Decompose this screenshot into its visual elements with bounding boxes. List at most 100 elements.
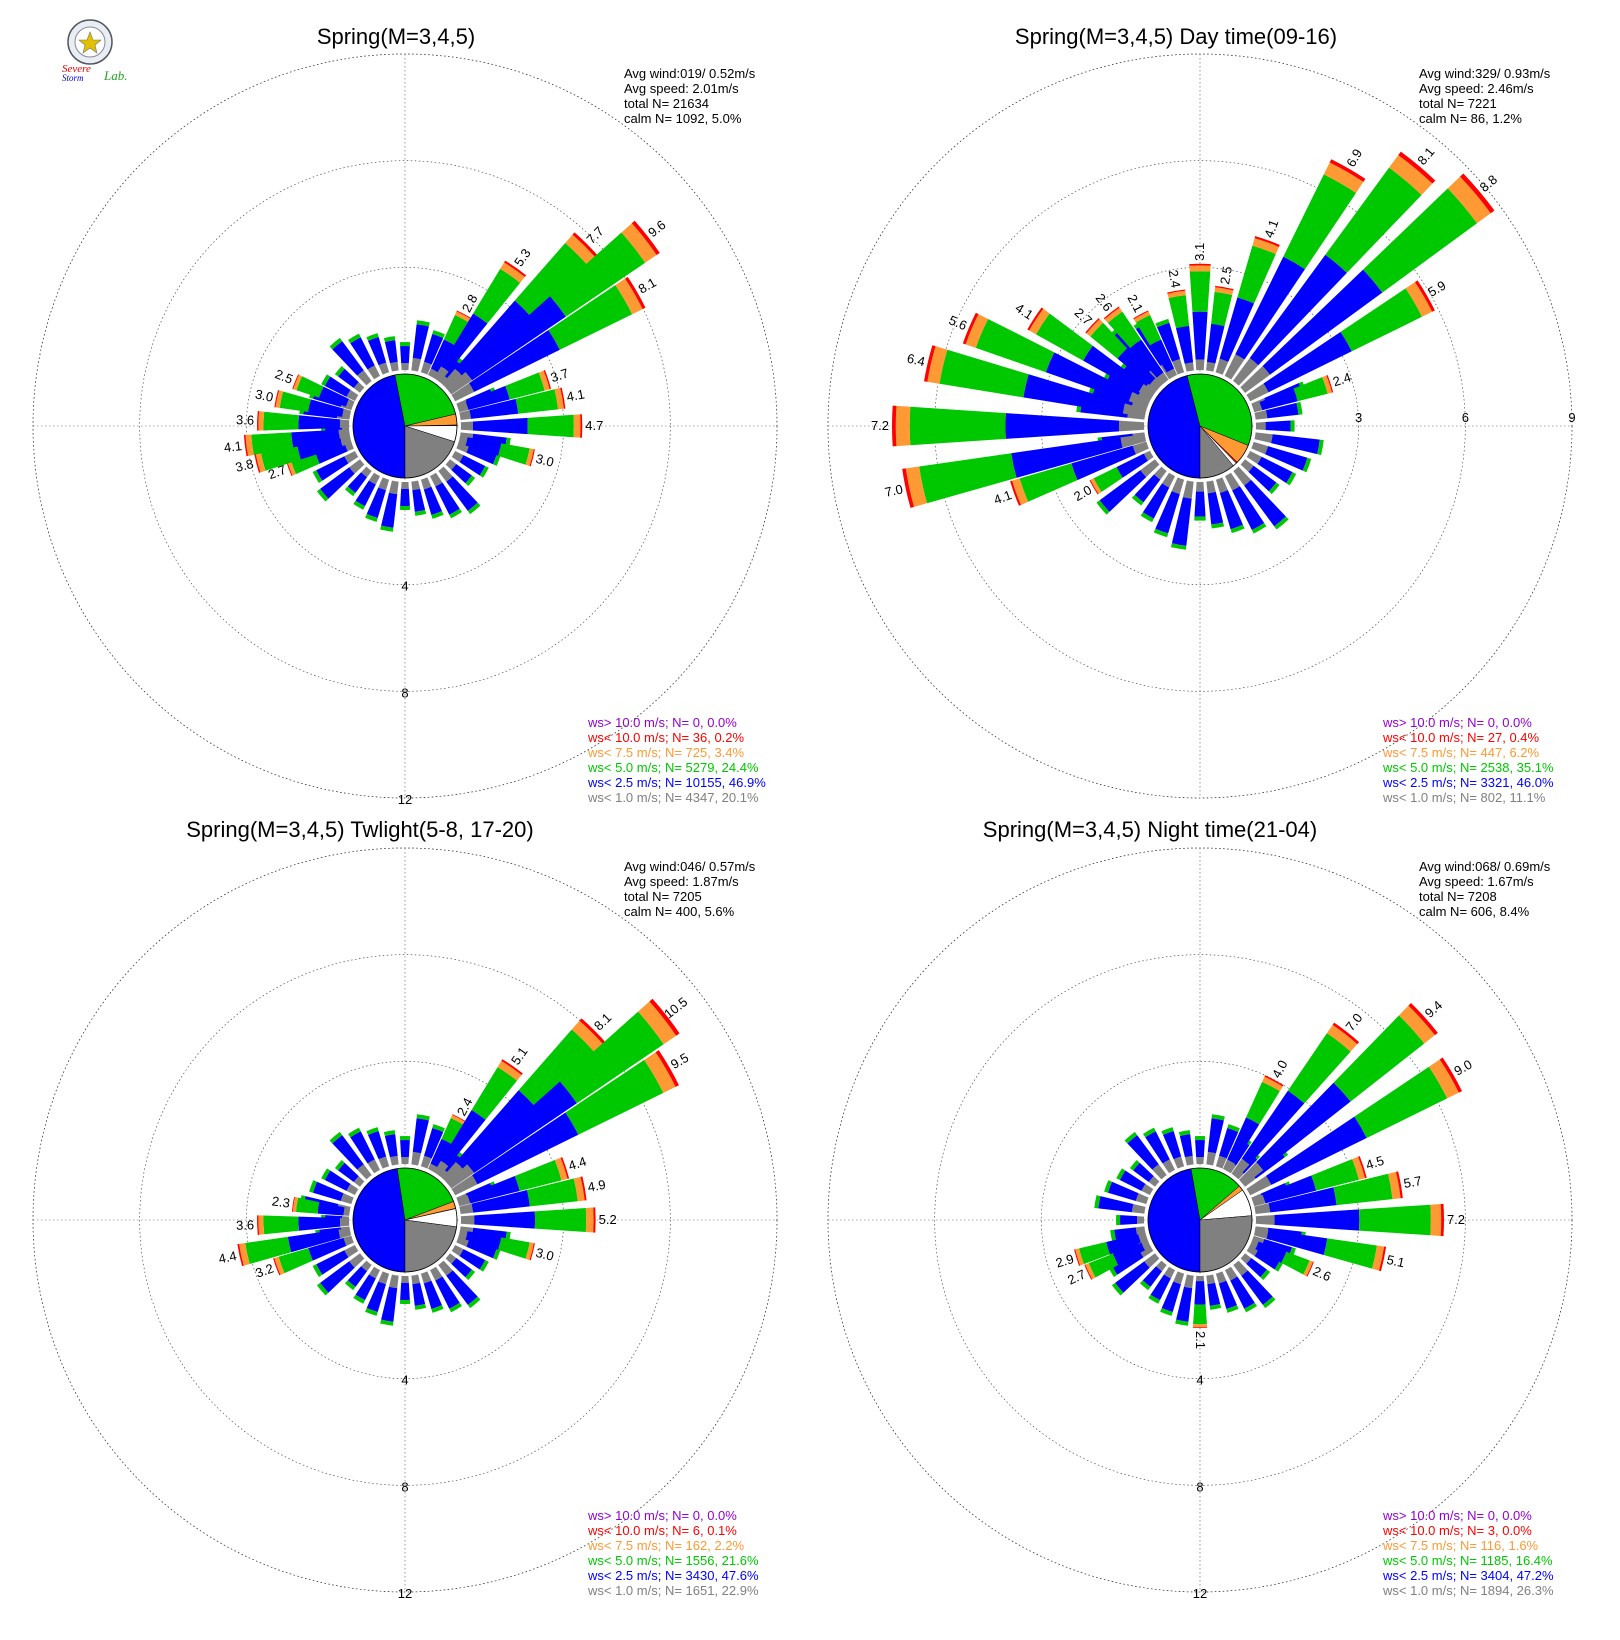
- spoke-segment-lt25: [446, 476, 478, 511]
- spoke-segment-lt1: [378, 477, 390, 491]
- bar-segment-lt75: [1352, 1156, 1366, 1180]
- spoke-segment-lt1: [451, 1244, 464, 1257]
- spoke-segment-lt5: [416, 320, 430, 327]
- spoke-segment-lt5: [467, 502, 481, 515]
- bar-segment-lt5: [1079, 1241, 1110, 1265]
- bar-segment-lt10: [452, 1114, 467, 1123]
- spoke-segment-lt1: [1240, 459, 1254, 472]
- bar-segment-lt10: [1189, 263, 1211, 266]
- bar-segment-lt1: [339, 1217, 350, 1227]
- bar-segment-lt10: [579, 1018, 607, 1046]
- spoke-segment-lt25: [1176, 1286, 1193, 1322]
- bar-segment-lt5: [441, 1118, 464, 1145]
- bar-label: 3.2: [253, 1260, 275, 1280]
- spoke-segment-lt25: [435, 1276, 460, 1309]
- bar-label: 5.1: [1385, 1252, 1406, 1270]
- spoke-segment-lt5: [312, 1264, 323, 1277]
- bar-segment-lt5: [518, 1029, 596, 1107]
- bar-label: 3.0: [534, 451, 555, 470]
- spoke-segment-lt25: [412, 1118, 429, 1154]
- bar-label: 9.6: [645, 217, 668, 240]
- spoke-segment-lt5: [366, 333, 379, 341]
- bar-label: 5.7: [1402, 1173, 1422, 1191]
- panel-title: Spring(M=3,4,5) Twlight(5-8, 17-20): [186, 817, 533, 842]
- bar-segment-lt10: [560, 387, 566, 409]
- spoke-segment-lt1: [368, 1266, 381, 1279]
- spoke-segment-lt5: [1140, 512, 1154, 523]
- spoke-segment-lt5: [1262, 1296, 1276, 1309]
- bar-label: 2.7: [1065, 1266, 1088, 1287]
- spoke-segment-lt5: [1302, 457, 1312, 473]
- spoke-segment-lt1: [420, 1271, 432, 1284]
- spoke-segment-lt1: [1137, 1216, 1145, 1224]
- spoke-segment-lt5: [431, 1305, 444, 1313]
- spoke-segment-lt1: [1135, 1193, 1149, 1205]
- bar-segment-lt75: [1252, 238, 1279, 255]
- spoke-segment-lt5: [1178, 1130, 1191, 1136]
- spoke-segment-lt1: [1233, 466, 1252, 486]
- bar-segment-lt5: [1333, 1173, 1393, 1206]
- spoke-segment-lt1: [378, 362, 390, 375]
- range-ring: [1041, 267, 1359, 585]
- spoke-segment-lt5: [399, 341, 411, 347]
- bar-segment-lt10: [1167, 289, 1186, 294]
- bar-segment-lt1: [1195, 1275, 1205, 1282]
- spoke-segment-lt5: [316, 1282, 329, 1296]
- bar-segment-lt10: [1358, 1156, 1367, 1179]
- legend-entry-lt10: ws< 10.0 m/s; N= 36, 0.2%: [587, 730, 745, 745]
- bar-segment-lt75: [1405, 282, 1433, 317]
- spoke-segment-lt5: [1226, 1305, 1239, 1313]
- spoke-segment-lt1: [401, 362, 409, 371]
- spoke-segment-lt1: [361, 1260, 372, 1272]
- spoke-segment-lt1: [1144, 1253, 1160, 1268]
- spoke-segment-lt1: [401, 481, 409, 490]
- spoke-segment-lt5: [1268, 482, 1280, 495]
- spoke-segment-lt1: [367, 365, 381, 380]
- bar-segment-lt25: [1011, 437, 1123, 478]
- bar-segment-lt5: [1325, 167, 1422, 273]
- bar-segment-lt1: [1128, 391, 1151, 408]
- spoke-segment-lt5: [1227, 1124, 1240, 1132]
- bar-segment-lt10: [529, 1243, 535, 1261]
- bar-segment-lt1: [1251, 402, 1263, 413]
- bar-label: 3.0: [254, 386, 275, 404]
- spoke-segment-lt5: [1129, 1159, 1140, 1171]
- ring-label: 12: [398, 792, 412, 807]
- spoke-segment-lt25: [338, 368, 359, 389]
- bar-segment-lt1: [460, 1215, 475, 1225]
- spoke-segment-lt1: [1173, 1271, 1185, 1285]
- bar-segment-lt1: [1143, 450, 1154, 461]
- spoke-segment-lt1: [1182, 480, 1194, 499]
- spoke-segment-lt25: [424, 333, 444, 365]
- bar-segment-lt25: [297, 437, 343, 460]
- spoke-segment-lt25: [312, 1181, 344, 1201]
- bar-segment-lt10: [1329, 159, 1366, 182]
- bar-segment-lt10: [902, 468, 915, 508]
- bar-segment-lt1: [459, 410, 472, 420]
- bar-segment-lt10: [254, 452, 261, 473]
- spoke-segment-lt25: [423, 486, 443, 515]
- spoke-segment-lt25: [1157, 322, 1181, 362]
- bar-segment-lt1: [1249, 1239, 1259, 1250]
- spoke-segment-lt5: [1296, 401, 1303, 415]
- legend-entry-lt75: ws< 7.5 m/s; N= 447, 6.2%: [1382, 745, 1540, 760]
- spoke-segment-lt5: [344, 486, 356, 497]
- spoke-segment-lt5: [365, 1308, 378, 1316]
- spoke-segment-lt1: [353, 382, 365, 393]
- bar-segment-lt10: [572, 232, 599, 259]
- bar-segment-lt5: [1363, 188, 1478, 293]
- spoke-segment-lt1: [438, 466, 453, 482]
- bar-label: 3.0: [534, 1245, 555, 1264]
- bar-segment-lt75: [454, 311, 472, 323]
- spoke-segment-lt1: [1215, 1155, 1227, 1169]
- spoke-segment-lt1: [438, 374, 449, 386]
- bar-segment-lt5: [1090, 322, 1128, 359]
- ring-label: 9: [1568, 410, 1575, 425]
- spoke-segment-lt25: [367, 1131, 387, 1160]
- bar-segment-lt25: [1255, 1241, 1287, 1263]
- spoke-segment-lt25: [1099, 470, 1147, 512]
- spoke-segment-lt25: [412, 324, 429, 360]
- bar-segment-lt1: [338, 429, 350, 439]
- bar-segment-lt25: [1005, 413, 1119, 439]
- spoke-segment-lt5: [1175, 1319, 1189, 1326]
